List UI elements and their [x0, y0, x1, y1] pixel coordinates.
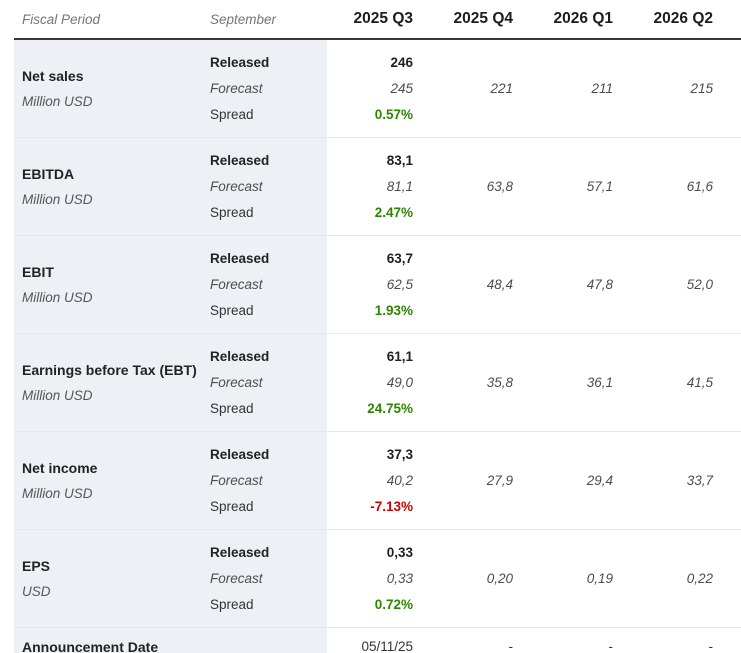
metric-label: EPS USD: [14, 540, 210, 618]
released-row-label: Released: [210, 545, 270, 560]
metric-unit: Million USD: [22, 192, 93, 207]
forecast-value: 33,7: [686, 473, 713, 488]
released-value: 63,7: [386, 251, 413, 266]
metric-unit: Million USD: [22, 388, 93, 403]
forecast-row-label: Forecast: [210, 179, 263, 194]
spread-row-label: Spread: [210, 205, 254, 220]
forecast-row-label: Forecast: [210, 571, 263, 586]
announcement-date: -: [708, 639, 714, 653]
forecast-value: 61,6: [686, 179, 713, 194]
spread-row-label: Spread: [210, 107, 254, 122]
spread-row-label: Spread: [210, 597, 254, 612]
forecast-value: 47,8: [586, 277, 613, 292]
metric-name: EBIT: [22, 264, 54, 280]
metric-label: Net income Million USD: [14, 442, 210, 520]
forecast-value: 0,33: [386, 571, 413, 586]
forecast-value: 57,1: [586, 179, 613, 194]
forecast-value: 41,5: [686, 375, 713, 390]
forecast-value: 211: [591, 81, 613, 96]
forecast-value: 35,8: [486, 375, 513, 390]
forecast-value: 29,4: [586, 473, 613, 488]
metric-name: Net sales: [22, 68, 84, 84]
metric-label: EBIT Million USD: [14, 246, 210, 324]
released-value: 83,1: [386, 153, 413, 168]
released-value: 246: [390, 55, 413, 70]
forecast-value: 0,22: [686, 571, 713, 586]
released-row-label: Released: [210, 55, 270, 70]
forecast-value: 63,8: [486, 179, 513, 194]
released-value: 0,33: [386, 545, 413, 560]
spread-value: 0.57%: [374, 107, 413, 122]
forecast-value: 62,5: [386, 277, 413, 292]
quarter-header-2026-q1: 2026 Q1: [553, 10, 613, 27]
quarter-header-2025-q4: 2025 Q4: [453, 10, 513, 27]
forecast-row-label: Forecast: [210, 375, 263, 390]
quarter-header-2025-q3: 2025 Q3: [353, 10, 413, 27]
spread-value: 2.47%: [374, 205, 413, 220]
forecast-value: 27,9: [486, 473, 513, 488]
metric-label: Earnings before Tax (EBT) Million USD: [14, 344, 210, 422]
metric-label: EBITDA Million USD: [14, 148, 210, 226]
announcement-label: Announcement Date: [22, 639, 159, 653]
forecast-row-label: Forecast: [210, 473, 263, 488]
forecast-value: 245: [390, 81, 413, 96]
metric-unit: USD: [22, 584, 51, 599]
spread-value: 24.75%: [367, 401, 413, 416]
metric-group-ebt: Earnings before Tax (EBT) Million USD Re…: [14, 333, 741, 431]
forecast-value: 81,1: [386, 179, 413, 194]
month-header: September: [210, 11, 277, 27]
forecast-value: 0,19: [586, 571, 613, 586]
released-row-label: Released: [210, 447, 270, 462]
estimates-table: Fiscal Period September 2025 Q3 2025 Q4 …: [14, 0, 741, 653]
metric-group-ebitda: EBITDA Million USD Released Forecast Spr…: [14, 137, 741, 235]
released-row-label: Released: [210, 153, 270, 168]
forecast-value: 49,0: [386, 375, 413, 390]
metric-unit: Million USD: [22, 94, 93, 109]
metric-name: Earnings before Tax (EBT): [22, 362, 197, 378]
forecast-value: 215: [690, 81, 713, 96]
metric-label: Net sales Million USD: [14, 50, 210, 128]
forecast-value: 48,4: [486, 277, 513, 292]
released-value: 61,1: [386, 349, 413, 364]
metric-group-net-income: Net income Million USD Released Forecast…: [14, 431, 741, 529]
released-row-label: Released: [210, 349, 270, 364]
forecast-value: 221: [490, 81, 513, 96]
metric-group-eps: EPS USD Released Forecast Spread 0,33 0,…: [14, 529, 741, 627]
spread-value: 0.72%: [374, 597, 413, 612]
announcement-row: Announcement Date 05/11/25 - - -: [14, 627, 741, 653]
metric-group-net-sales: Net sales Million USD Released Forecast …: [14, 40, 741, 137]
forecast-row-label: Forecast: [210, 277, 263, 292]
forecast-value: 36,1: [586, 375, 613, 390]
spread-row-label: Spread: [210, 499, 254, 514]
announcement-date: -: [608, 639, 614, 653]
spread-row-label: Spread: [210, 401, 254, 416]
announcement-date: 05/11/25: [361, 639, 413, 653]
metric-group-ebit: EBIT Million USD Released Forecast Sprea…: [14, 235, 741, 333]
released-value: 37,3: [386, 447, 413, 462]
spread-row-label: Spread: [210, 303, 254, 318]
metric-name: EBITDA: [22, 166, 75, 182]
metric-name: EPS: [22, 558, 51, 574]
released-row-label: Released: [210, 251, 270, 266]
metric-unit: Million USD: [22, 486, 93, 501]
metric-unit: Million USD: [22, 290, 93, 305]
forecast-row-label: Forecast: [210, 81, 263, 96]
fiscal-period-header: Fiscal Period: [22, 11, 101, 27]
announcement-date: -: [508, 639, 514, 653]
spread-value: 1.93%: [374, 303, 413, 318]
forecast-value: 0,20: [486, 571, 513, 586]
forecast-value: 52,0: [686, 277, 713, 292]
metric-name: Net income: [22, 460, 98, 476]
forecast-value: 40,2: [386, 473, 413, 488]
spread-value: -7.13%: [370, 499, 413, 514]
quarter-header-2026-q2: 2026 Q2: [653, 10, 713, 27]
table-header: Fiscal Period September 2025 Q3 2025 Q4 …: [14, 0, 741, 40]
